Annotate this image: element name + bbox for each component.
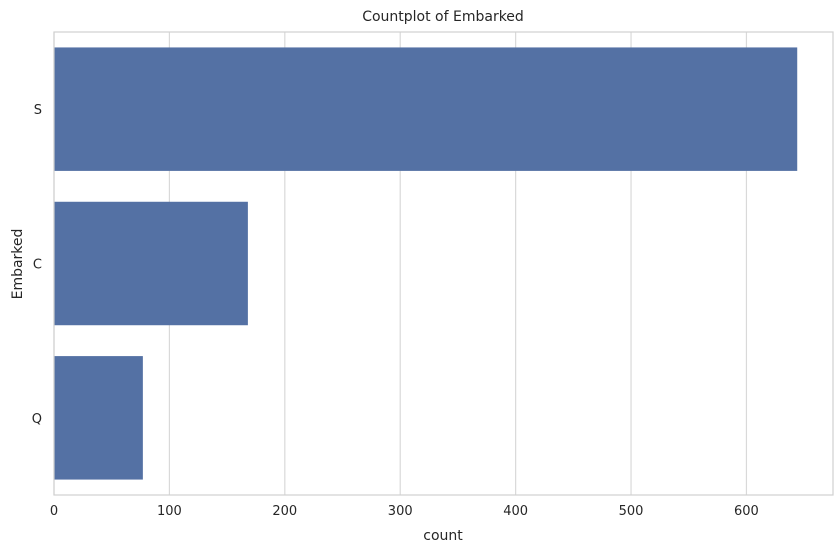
- y-axis-label: Embarked: [10, 229, 26, 300]
- chart-title: Countplot of Embarked: [362, 9, 524, 25]
- y-tick-labels: S C Q: [32, 103, 42, 427]
- x-tick-label: 200: [272, 504, 297, 519]
- plot-frame: [53, 31, 834, 496]
- x-tick-label: 500: [619, 504, 644, 519]
- bar-q: [54, 356, 143, 480]
- x-tick-label: 0: [50, 504, 58, 519]
- x-axis-label: count: [423, 528, 463, 544]
- x-tick-label: 600: [734, 504, 759, 519]
- y-tick-label: C: [33, 258, 42, 273]
- bar-s: [54, 47, 798, 171]
- x-tick-label: 300: [388, 504, 413, 519]
- x-tick-label: 400: [503, 504, 528, 519]
- y-tick-label: Q: [32, 412, 42, 427]
- bars: [54, 47, 798, 480]
- x-tick-labels: 0 100 200 300 400 500 600: [50, 504, 759, 519]
- bar-c: [54, 201, 248, 326]
- x-tick-label: 100: [157, 504, 182, 519]
- y-tick-label: S: [34, 103, 42, 118]
